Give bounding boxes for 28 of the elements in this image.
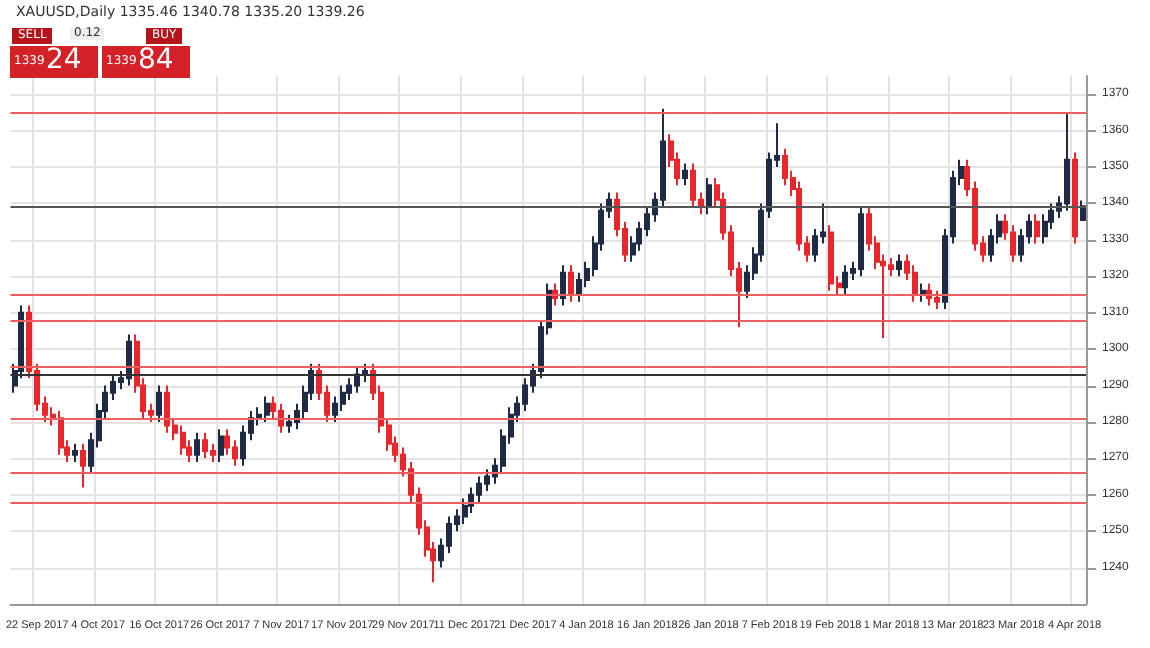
candlestick bbox=[362, 362, 368, 383]
candlestick bbox=[202, 431, 208, 460]
candlestick bbox=[568, 264, 574, 303]
candlestick bbox=[1064, 111, 1070, 212]
candlestick bbox=[194, 431, 200, 463]
candlestick bbox=[1072, 151, 1078, 245]
candlestick bbox=[354, 366, 360, 394]
candlestick bbox=[920, 282, 926, 303]
candlestick bbox=[278, 402, 284, 434]
candlestick bbox=[1034, 213, 1040, 245]
candlestick bbox=[180, 424, 186, 456]
candlestick bbox=[706, 176, 712, 216]
candlestick bbox=[218, 428, 224, 463]
candlestick bbox=[682, 162, 688, 187]
candlestick bbox=[72, 442, 78, 463]
candlestick bbox=[80, 442, 86, 489]
candlestick bbox=[690, 162, 696, 209]
candlestick bbox=[58, 410, 64, 456]
candlestick bbox=[858, 206, 864, 278]
candlestick bbox=[264, 395, 270, 423]
candlestick bbox=[934, 289, 940, 311]
candlestick bbox=[126, 333, 132, 387]
candlestick bbox=[156, 384, 162, 423]
candlestick bbox=[896, 253, 902, 278]
candlestick bbox=[828, 224, 834, 292]
candlestick bbox=[164, 384, 170, 434]
candlestick bbox=[842, 264, 848, 296]
candlestick bbox=[560, 264, 566, 307]
